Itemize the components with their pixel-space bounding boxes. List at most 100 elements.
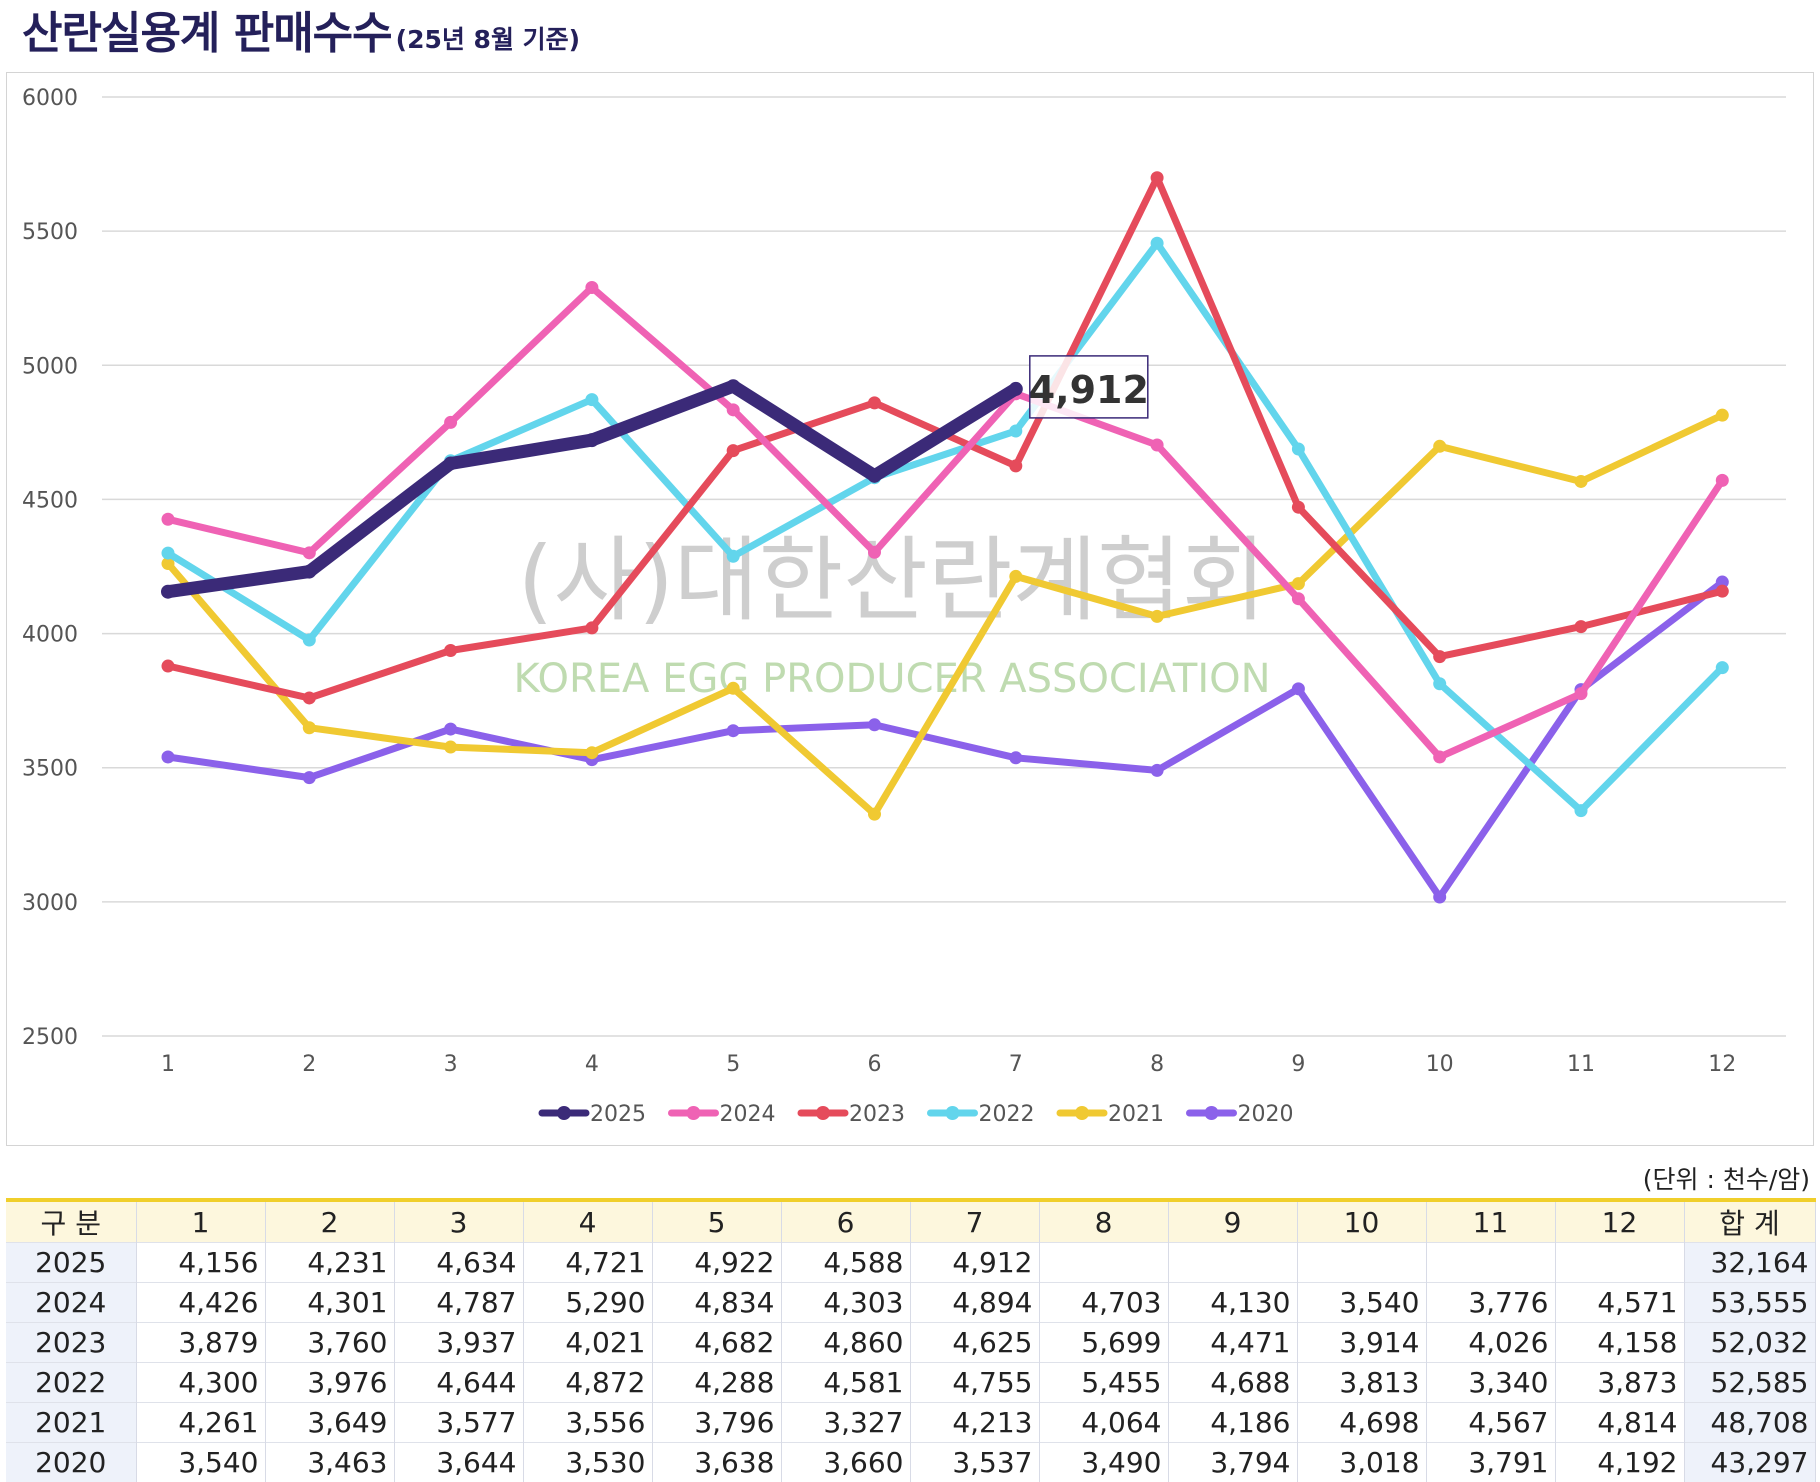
month-value: 4,186 [1168, 1403, 1297, 1443]
month-value: 3,660 [781, 1443, 910, 1482]
header-month: 5 [652, 1200, 781, 1243]
header-month: 1 [136, 1200, 265, 1243]
month-value: 5,455 [1039, 1363, 1168, 1403]
month-value: 4,814 [1555, 1403, 1684, 1443]
legend-label: 2024 [720, 1102, 776, 1127]
month-value: 3,018 [1297, 1443, 1426, 1482]
data-point [1151, 237, 1164, 250]
data-point [1716, 474, 1729, 487]
month-value: 3,577 [394, 1403, 523, 1443]
month-value: 3,976 [265, 1363, 394, 1403]
data-point [1433, 440, 1446, 453]
month-value: 4,231 [265, 1243, 394, 1283]
month-value: 3,540 [1297, 1283, 1426, 1323]
header-month: 12 [1555, 1200, 1684, 1243]
x-tick-label: 4 [585, 1052, 599, 1077]
month-value: 4,156 [136, 1243, 265, 1283]
month-value: 4,426 [136, 1283, 265, 1323]
y-tick-label: 3000 [22, 891, 78, 916]
legend-marker [816, 1106, 830, 1120]
month-value: 3,873 [1555, 1363, 1684, 1403]
row-total: 52,585 [1684, 1363, 1815, 1403]
row-year: 2024 [6, 1283, 136, 1323]
data-point [1292, 442, 1305, 455]
month-value: 4,571 [1555, 1283, 1684, 1323]
x-tick-label: 6 [868, 1052, 882, 1077]
month-value: 3,537 [910, 1443, 1039, 1482]
legend-item: 2022 [931, 1102, 1035, 1127]
data-point [585, 433, 599, 447]
x-tick-label: 2 [302, 1052, 316, 1077]
month-value: 3,638 [652, 1443, 781, 1482]
data-point [162, 547, 175, 560]
y-tick-label: 4500 [22, 488, 78, 513]
data-point [303, 691, 316, 704]
x-tick-label: 12 [1708, 1052, 1736, 1077]
month-value: 3,879 [136, 1323, 265, 1363]
month-value: 4,471 [1168, 1323, 1297, 1363]
data-point [1151, 610, 1164, 623]
data-point [1575, 804, 1588, 817]
month-value: 4,834 [652, 1283, 781, 1323]
data-point [1292, 501, 1305, 514]
y-tick-label: 5000 [22, 354, 78, 379]
month-value [1555, 1243, 1684, 1283]
month-value: 3,540 [136, 1443, 265, 1482]
month-value: 3,556 [523, 1403, 652, 1443]
legend-label: 2025 [590, 1102, 646, 1127]
month-value: 3,340 [1426, 1363, 1555, 1403]
month-value: 3,791 [1426, 1443, 1555, 1482]
header-month: 2 [265, 1200, 394, 1243]
title-subtitle: (25년 8월 기준) [396, 18, 580, 62]
legend-label: 2022 [979, 1102, 1035, 1127]
data-point [1151, 171, 1164, 184]
data-point [1575, 475, 1588, 488]
data-point [162, 513, 175, 526]
annotations: 4,912 [1029, 356, 1149, 418]
data-point [585, 621, 598, 634]
data-point [1716, 585, 1729, 598]
month-value: 3,327 [781, 1403, 910, 1443]
x-tick-label: 7 [1009, 1052, 1023, 1077]
data-point [727, 550, 740, 563]
month-value: 4,300 [136, 1363, 265, 1403]
row-total: 52,032 [1684, 1323, 1815, 1363]
data-point [162, 750, 175, 763]
data-point [868, 718, 881, 731]
y-tick-label: 4000 [22, 623, 78, 648]
month-value: 4,703 [1039, 1283, 1168, 1323]
header-month: 10 [1297, 1200, 1426, 1243]
y-tick-label: 6000 [22, 86, 78, 111]
month-value: 4,588 [781, 1243, 910, 1283]
data-point [444, 456, 458, 470]
month-value: 4,130 [1168, 1283, 1297, 1323]
header-total: 합 계 [1684, 1200, 1815, 1243]
month-value: 4,625 [910, 1323, 1039, 1363]
month-value: 3,463 [265, 1443, 394, 1482]
legend-item: 2023 [801, 1102, 905, 1127]
data-label-text: 4,912 [1029, 368, 1149, 412]
month-value: 3,760 [265, 1323, 394, 1363]
month-value: 4,567 [1426, 1403, 1555, 1443]
month-value: 4,021 [523, 1323, 652, 1363]
data-point [868, 396, 881, 409]
header-month: 7 [910, 1200, 1039, 1243]
month-value: 4,644 [394, 1363, 523, 1403]
header-month: 4 [523, 1200, 652, 1243]
month-value: 4,698 [1297, 1403, 1426, 1443]
x-tick-label: 10 [1426, 1052, 1454, 1077]
month-value: 4,301 [265, 1283, 394, 1323]
data-point [585, 746, 598, 759]
month-value: 4,192 [1555, 1443, 1684, 1482]
data-point [585, 281, 598, 294]
data-point [868, 469, 882, 483]
month-value [1168, 1243, 1297, 1283]
legend-label: 2020 [1238, 1102, 1294, 1127]
legend-marker [687, 1106, 701, 1120]
data-point [1009, 459, 1022, 472]
